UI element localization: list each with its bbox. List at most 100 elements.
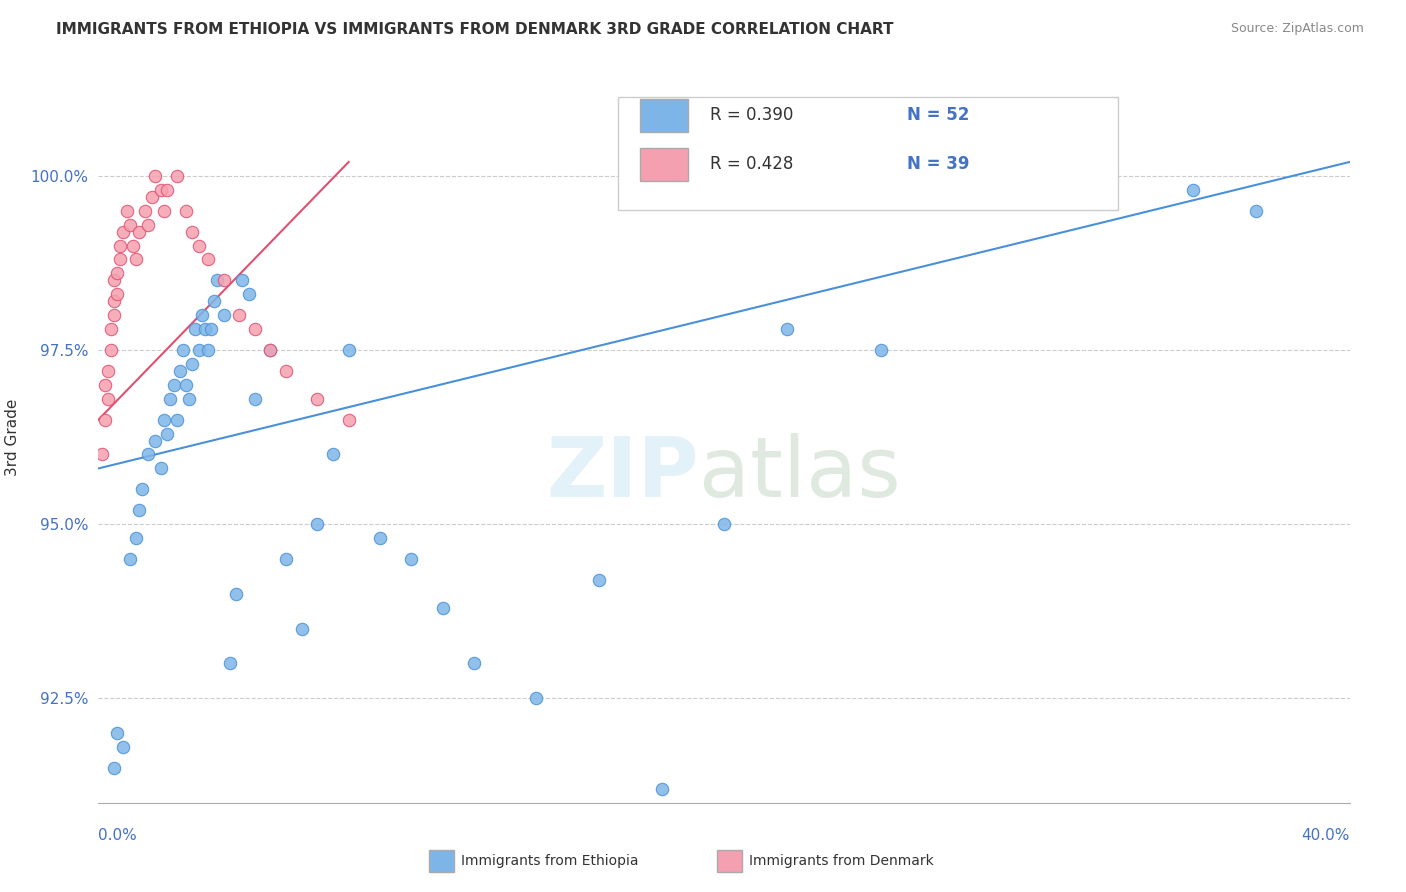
- Text: Source: ZipAtlas.com: Source: ZipAtlas.com: [1230, 22, 1364, 36]
- Text: N = 39: N = 39: [907, 155, 969, 173]
- Point: [337, 412, 360, 426]
- Point: [100, 343, 122, 357]
- Point: [153, 203, 176, 218]
- Point: [131, 483, 153, 497]
- Point: [181, 225, 204, 239]
- FancyBboxPatch shape: [640, 148, 688, 181]
- Point: [274, 552, 298, 566]
- Point: [105, 266, 128, 280]
- Point: [128, 503, 150, 517]
- Text: 0.0%: 0.0%: [98, 828, 138, 843]
- Point: [128, 225, 150, 239]
- Point: [194, 322, 217, 336]
- Point: [187, 238, 209, 252]
- Point: [121, 238, 143, 252]
- Point: [200, 322, 222, 336]
- Point: [105, 287, 128, 301]
- Point: [197, 252, 219, 267]
- Point: [166, 412, 188, 426]
- Point: [238, 287, 260, 301]
- Point: [463, 657, 485, 671]
- Point: [103, 308, 125, 322]
- Point: [103, 294, 125, 309]
- Y-axis label: 3rd Grade: 3rd Grade: [4, 399, 20, 475]
- FancyBboxPatch shape: [617, 97, 1118, 211]
- Point: [156, 426, 179, 441]
- Text: Immigrants from Denmark: Immigrants from Denmark: [749, 855, 934, 868]
- Point: [103, 761, 125, 775]
- Point: [110, 238, 132, 252]
- Point: [115, 203, 138, 218]
- Text: R = 0.428: R = 0.428: [710, 155, 794, 173]
- Point: [90, 448, 112, 462]
- Point: [650, 781, 672, 796]
- Point: [166, 169, 188, 183]
- Point: [179, 392, 201, 406]
- Point: [174, 377, 197, 392]
- Point: [118, 218, 141, 232]
- Point: [103, 273, 125, 287]
- Point: [259, 343, 281, 357]
- Point: [243, 322, 266, 336]
- Text: R = 0.390: R = 0.390: [710, 106, 794, 124]
- Point: [162, 377, 184, 392]
- Point: [181, 357, 204, 371]
- Point: [588, 573, 610, 587]
- Text: IMMIGRANTS FROM ETHIOPIA VS IMMIGRANTS FROM DENMARK 3RD GRADE CORRELATION CHART: IMMIGRANTS FROM ETHIOPIA VS IMMIGRANTS F…: [56, 22, 894, 37]
- Point: [322, 448, 344, 462]
- Point: [368, 531, 391, 545]
- Point: [174, 203, 197, 218]
- Point: [93, 377, 115, 392]
- Point: [307, 392, 329, 406]
- Text: atlas: atlas: [699, 434, 901, 514]
- Point: [259, 343, 281, 357]
- Point: [1244, 203, 1267, 218]
- Point: [187, 343, 209, 357]
- Point: [307, 517, 329, 532]
- Point: [153, 412, 176, 426]
- Point: [225, 587, 247, 601]
- FancyBboxPatch shape: [640, 99, 688, 132]
- Point: [197, 343, 219, 357]
- Point: [172, 343, 194, 357]
- Point: [138, 448, 160, 462]
- Text: N = 52: N = 52: [907, 106, 969, 124]
- Point: [118, 552, 141, 566]
- Point: [190, 308, 212, 322]
- Point: [97, 392, 120, 406]
- Point: [138, 218, 160, 232]
- Point: [212, 273, 235, 287]
- Point: [156, 183, 179, 197]
- Point: [143, 434, 166, 448]
- Point: [97, 364, 120, 378]
- Point: [228, 308, 250, 322]
- Point: [110, 252, 132, 267]
- Text: Immigrants from Ethiopia: Immigrants from Ethiopia: [461, 855, 638, 868]
- Point: [274, 364, 298, 378]
- Point: [401, 552, 423, 566]
- Point: [105, 726, 128, 740]
- Point: [337, 343, 360, 357]
- Point: [869, 343, 891, 357]
- Point: [125, 252, 148, 267]
- Point: [134, 203, 156, 218]
- Point: [713, 517, 735, 532]
- Point: [169, 364, 191, 378]
- Point: [432, 600, 454, 615]
- Point: [231, 273, 253, 287]
- Point: [141, 190, 163, 204]
- Point: [112, 225, 135, 239]
- Point: [202, 294, 225, 309]
- Text: ZIP: ZIP: [547, 434, 699, 514]
- Point: [243, 392, 266, 406]
- Point: [125, 531, 148, 545]
- Point: [526, 691, 548, 706]
- Point: [150, 461, 173, 475]
- Point: [291, 622, 314, 636]
- Point: [207, 273, 229, 287]
- Text: 40.0%: 40.0%: [1302, 828, 1350, 843]
- Point: [100, 322, 122, 336]
- Point: [1182, 183, 1205, 197]
- Point: [218, 657, 240, 671]
- Point: [212, 308, 235, 322]
